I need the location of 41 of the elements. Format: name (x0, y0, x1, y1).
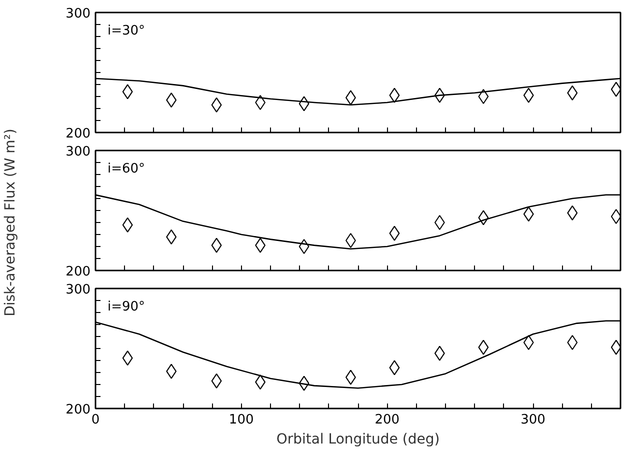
point (345, 370, 356, 385)
y-axis-title: Disk-averaged Flux (W m²) (2, 128, 18, 316)
point (345, 90, 356, 106)
y-tick-label: 200 (66, 402, 91, 418)
y-tick-label: 200 (66, 264, 91, 280)
y-tick-label: 200 (66, 126, 91, 142)
point (211, 373, 222, 388)
point (166, 92, 177, 108)
point (122, 350, 133, 366)
point (523, 206, 534, 222)
point (567, 85, 578, 100)
point (166, 229, 177, 244)
x-tick-label: 200 (374, 412, 400, 428)
point (166, 364, 177, 379)
annotation: i=30° (108, 24, 146, 38)
y-tick-label: 300 (66, 144, 91, 160)
point (255, 374, 266, 390)
point (298, 96, 310, 112)
point (255, 238, 266, 253)
point (434, 346, 445, 361)
point (211, 238, 222, 253)
point (523, 88, 534, 103)
point (478, 340, 489, 355)
annotation: i=90° (108, 300, 146, 314)
x-tick-label: 0 (91, 412, 100, 428)
annotation: i=60° (108, 162, 146, 176)
point (211, 97, 222, 112)
x-tick-label: 100 (228, 412, 254, 428)
y-tick-label: 300 (66, 6, 91, 22)
point (567, 205, 578, 220)
point (122, 217, 133, 232)
point (389, 360, 400, 376)
point (298, 376, 310, 391)
point (389, 226, 400, 241)
point (434, 88, 445, 103)
point (478, 210, 489, 226)
y-tick-label: 300 (66, 282, 91, 298)
point (122, 84, 133, 100)
x-axis-title: Orbital Longitude (deg) (276, 432, 440, 448)
x-tick-label: 300 (520, 412, 546, 428)
point (389, 88, 400, 103)
